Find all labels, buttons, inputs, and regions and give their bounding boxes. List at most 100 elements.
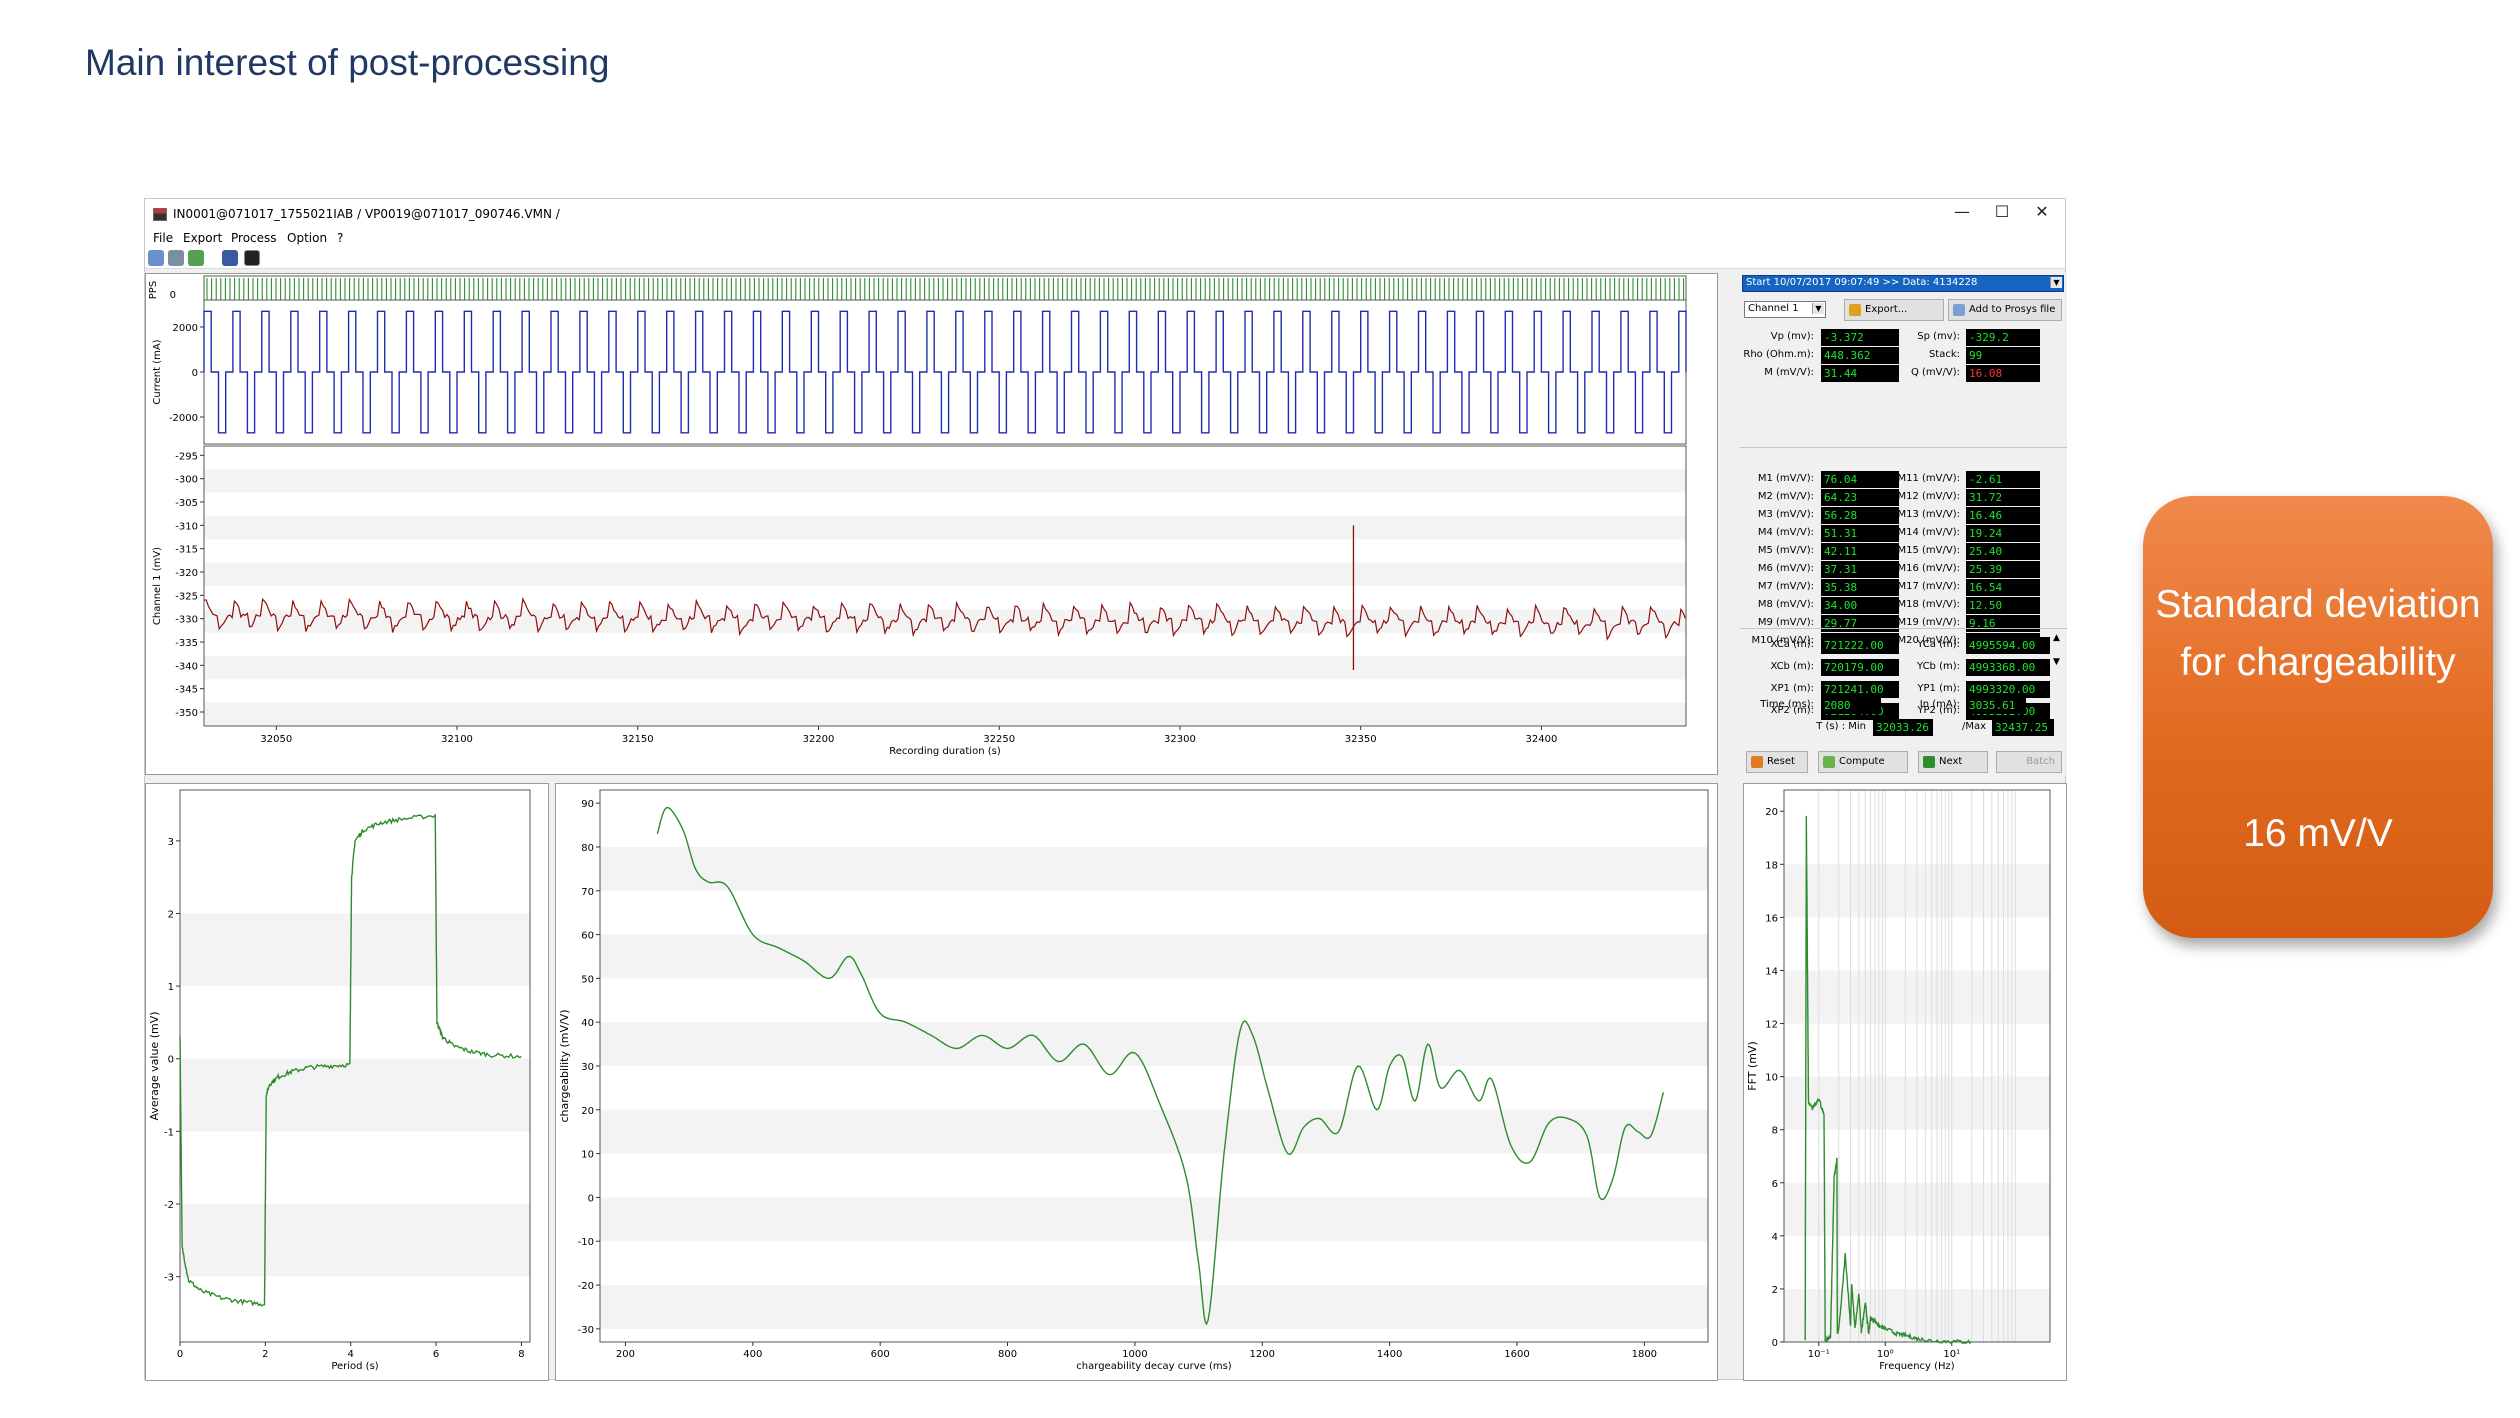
menu-file[interactable]: File [153, 231, 174, 245]
coord-right-value-0: 4995594.00 [1966, 637, 2050, 654]
decay-chart[interactable]: 90 80 70 60 50 40 30 20 10 0 -10 -20 -30 200 400 600 800… [556, 784, 1718, 1381]
compute-icon [1823, 756, 1835, 768]
svgDecay-x-tick-label: 800 [998, 1349, 1017, 1360]
m-right-label-6: M17 (mV/V): [1897, 581, 1961, 592]
m-left-label-4: M5 (mV/V): [1757, 545, 1814, 556]
next-button[interactable]: Next [1918, 751, 1988, 773]
svgFft-y-tick-label: 16 [1765, 913, 1778, 924]
batch-button: Batch [1996, 751, 2062, 773]
svgFft-y-tick-label: 0 [1772, 1338, 1778, 1349]
svgFft-x-tick-label: 10⁰ [1877, 1349, 1894, 1360]
menu-option[interactable]: Option [287, 231, 328, 245]
svgFft-y-tick-label: 8 [1772, 1126, 1778, 1137]
maximize-button[interactable]: ☐ [1994, 202, 2010, 221]
t-max-label-0: /Max [1961, 721, 1986, 732]
svgFft-y-tick-label: 12 [1765, 1020, 1778, 1031]
time-series-chart[interactable]: 0 PPS 2000 0 -2000 Current (mA) -295 -300 -305 -3… [146, 274, 1718, 775]
svgFft-x-tick-label: 10¹ [1943, 1349, 1960, 1360]
save-icon[interactable] [168, 250, 184, 266]
channel-tick-label: -305 [175, 498, 198, 509]
svgAvg-y-tick-label: 2 [168, 909, 174, 920]
average-chart[interactable]: 3 2 1 0 -1 -2 -3 0 2 4 6 8 Period (s) Average value (… [146, 784, 549, 1381]
m-left-label-7: M8 (mV/V): [1757, 599, 1814, 610]
svgDecay-x-tick-label: 600 [871, 1349, 890, 1360]
pps-axis-label: PPS [148, 281, 159, 299]
menu-help[interactable]: ? [337, 231, 344, 245]
next-label: Next [1939, 756, 1963, 767]
m-right-value-1: 31.72 [1966, 489, 2040, 506]
param-right-label-2: Q (mV/V): [1910, 367, 1960, 378]
svgFft-series [1804, 815, 1972, 1345]
download-icon[interactable] [188, 250, 204, 266]
t-max-value-0: 32437.25 [1992, 719, 2054, 736]
m-right-label-1: M12 (mV/V): [1897, 491, 1961, 502]
current-tick-label: 0 [192, 368, 198, 379]
svgAvg-y-tick-label: -3 [164, 1273, 174, 1284]
parameters-panel: Start 10/07/2017 09:07:49 >> Data: 41342… [1740, 273, 2067, 775]
fft-panel: 20 18 16 14 12 10 8 6 4 2 0 10⁻¹ 10⁰ 10¹ Frequency (Hz… [1743, 783, 2067, 1381]
svgDecay-y-tick-label: 50 [581, 974, 594, 985]
channel-series [203, 597, 1686, 641]
channel-tick-label: -340 [175, 661, 198, 672]
scroll-down-icon[interactable]: ▼ [2053, 657, 2060, 667]
time-tick-label: 32400 [1526, 734, 1558, 745]
compute-button[interactable]: Compute [1818, 751, 1908, 773]
add-to-prosys-button[interactable]: Add to Prosys file [1948, 299, 2062, 321]
channel-tick-label: -320 [175, 568, 198, 579]
m-right-label-2: M13 (mV/V): [1897, 509, 1961, 520]
svgFft-y-tick-label: 2 [1772, 1285, 1778, 1296]
m-right-value-8: 9.16 [1966, 615, 2040, 632]
channel-tick-label: -325 [175, 591, 198, 602]
coord-right-label-2: YP1 (m): [1917, 683, 1960, 694]
current-tick-label: -2000 [169, 413, 198, 424]
channel-tick-label: -345 [175, 685, 198, 696]
svgAvg-x-tick-label: 4 [348, 1349, 354, 1360]
m-right-label-7: M18 (mV/V): [1897, 599, 1961, 610]
reset-button[interactable]: Reset [1746, 751, 1808, 773]
coord-right-label-3: YP2 (m): [1917, 705, 1960, 716]
m-right-label-0: M11 (mV/V): [1897, 473, 1961, 484]
svgAvg-x-tick-label: 2 [262, 1349, 268, 1360]
time-tick-label: 32050 [260, 734, 292, 745]
coord-right-label-1: YCb (m): [1917, 661, 1960, 672]
svgAvg-y-tick-label: -1 [164, 1127, 174, 1138]
svgDecay-x-tick-label: 400 [743, 1349, 762, 1360]
menu-process[interactable]: Process [231, 231, 277, 245]
app-icon [153, 208, 167, 221]
channel-tick-label: -315 [175, 545, 198, 556]
m-left-value-3: 51.31 [1821, 525, 1899, 542]
t-min-label-0: T (s) : Min [1816, 721, 1866, 732]
m-right-value-4: 25.40 [1966, 543, 2040, 560]
close-button[interactable]: ✕ [2035, 202, 2049, 221]
std-callout: Standard deviation for chargeability 16 … [2143, 496, 2493, 938]
window-title: IN0001@071017_1755021IAB / VP0019@071017… [173, 207, 560, 221]
menu-export[interactable]: Export [183, 231, 223, 245]
param-right-label-1: Stack: [1928, 349, 1960, 360]
channel-dropdown[interactable]: Channel 1 ▼ [1744, 301, 1826, 318]
svgDecay-x-tick-label: 1200 [1250, 1349, 1275, 1360]
scroll-up-icon[interactable]: ▲ [2053, 633, 2060, 643]
svgAvg-x-axis-label: Period (s) [331, 1361, 378, 1372]
terminal-icon[interactable] [244, 250, 260, 266]
time-tick-label: 32100 [441, 734, 473, 745]
open-icon[interactable] [148, 250, 164, 266]
export-button[interactable]: Export... [1844, 299, 1944, 321]
param-left-label-2: M (mV/V): [1764, 367, 1814, 378]
svgDecay-y-tick-label: 90 [581, 799, 594, 810]
minimize-button[interactable]: — [1954, 202, 1970, 221]
channel-tick-label: -335 [175, 638, 198, 649]
param-right-value-0: -329.2 [1966, 329, 2040, 346]
channel-tick-label: -330 [175, 615, 198, 626]
eye-icon[interactable] [222, 250, 238, 266]
m-right-value-2: 16.46 [1966, 507, 2040, 524]
svgDecay-y-tick-label: 10 [581, 1150, 594, 1161]
toolbar [145, 247, 2065, 269]
m-left-label-3: M4 (mV/V): [1757, 527, 1814, 538]
svgAvg-y-tick-label: 1 [168, 982, 174, 993]
coord-left-label-1: XCb (m): [1770, 661, 1814, 672]
start-data-dropdown[interactable]: Start 10/07/2017 09:07:49 >> Data: 41342… [1742, 275, 2064, 292]
m-left-label-2: M3 (mV/V): [1757, 509, 1814, 520]
svgDecay-y-tick-label: 80 [581, 843, 594, 854]
m-left-label-0: M1 (mV/V): [1757, 473, 1814, 484]
